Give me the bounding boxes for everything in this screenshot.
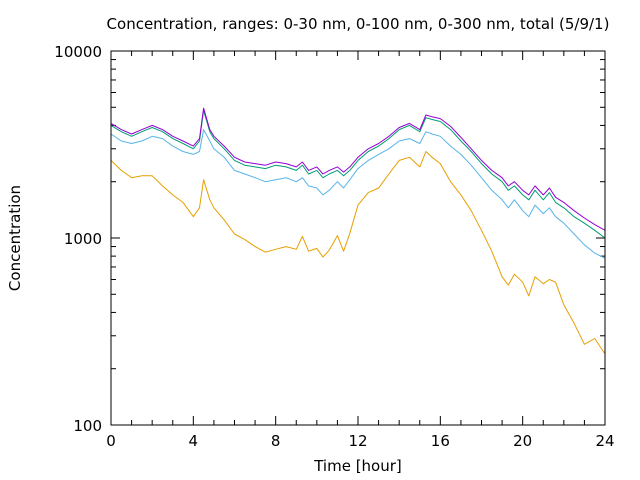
series-line-2 xyxy=(110,129,606,259)
chart-title: Concentration, ranges: 0-30 nm, 0-100 nm… xyxy=(107,15,610,33)
x-tick-label: 20 xyxy=(513,432,532,450)
x-tick-label: 16 xyxy=(431,432,450,450)
plot-frame xyxy=(110,50,606,426)
y-tick-label: 100 xyxy=(73,417,102,435)
x-tick-label: 24 xyxy=(595,432,614,450)
axis-ticks: 0 4 8 12 16 20 24 100 1000 10000 xyxy=(54,43,614,450)
x-tick-label: 4 xyxy=(189,432,199,450)
x-tick-label: 12 xyxy=(348,432,367,450)
y-axis-label: Concentration xyxy=(6,185,24,291)
series-line-3 xyxy=(110,110,606,239)
series-line-4 xyxy=(110,107,606,231)
data-series xyxy=(110,107,606,355)
x-tick-label: 8 xyxy=(271,432,281,450)
x-axis-label: Time [hour] xyxy=(313,457,402,475)
series-line-1 xyxy=(110,151,606,355)
x-tick-label: 0 xyxy=(106,432,116,450)
y-tick-label: 1000 xyxy=(64,230,102,248)
y-tick-label: 10000 xyxy=(54,43,102,61)
